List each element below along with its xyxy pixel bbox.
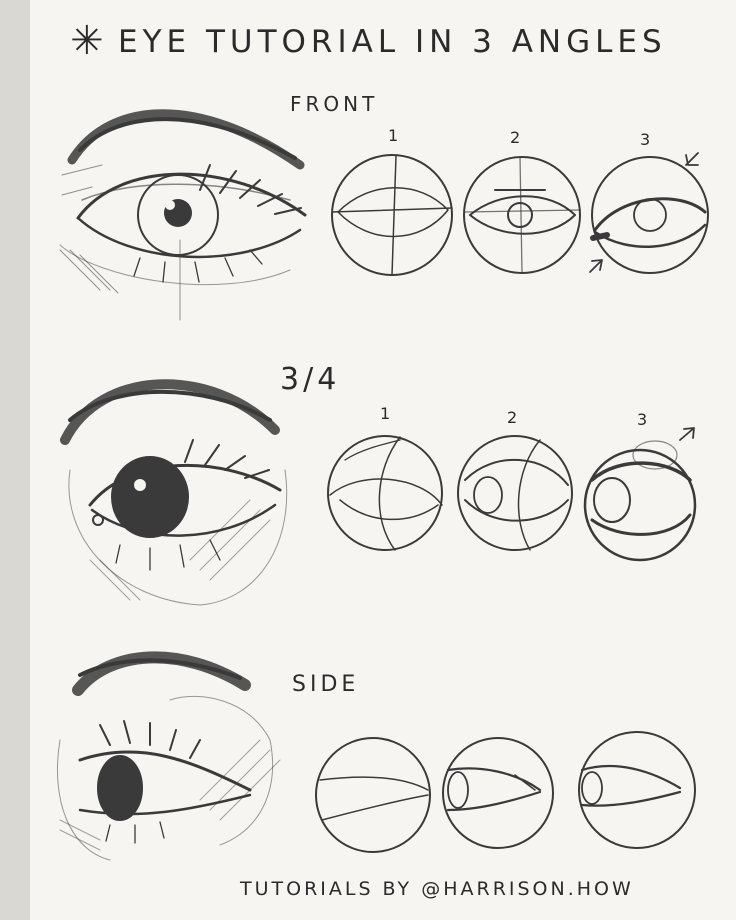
side-step-2 [442, 737, 554, 849]
front-step-2 [463, 156, 581, 274]
front-step-3-number: 3 [640, 130, 651, 149]
three-quarter-step-2-number: 2 [507, 408, 518, 427]
three-quarter-step-3-number: 3 [637, 410, 648, 429]
front-section-label: FRONT [290, 92, 379, 116]
three-quarter-step-1-number: 1 [380, 404, 391, 423]
three-quarter-section-label: 3/4 [280, 362, 341, 397]
side-step-1 [315, 737, 431, 853]
three-quarter-eye-drawing [60, 379, 288, 606]
front-step-1-number: 1 [388, 126, 399, 145]
three-quarter-iris [111, 456, 189, 538]
side-iris [97, 755, 143, 821]
three-quarter-step-3 [583, 427, 697, 562]
front-step-2-number: 2 [510, 128, 521, 147]
side-eye-drawing [56, 651, 281, 861]
front-step-3 [589, 152, 709, 274]
front-step-1 [331, 154, 453, 276]
side-section-label: SIDE [292, 672, 360, 697]
front-eye-drawing [59, 109, 307, 321]
page-title: EYE TUTORIAL IN 3 ANGLES [118, 24, 667, 60]
front-iris [137, 174, 219, 256]
three-quarter-step-1 [327, 435, 443, 551]
side-step-3 [578, 731, 696, 849]
asterisk-icon: ✳ [70, 18, 107, 64]
paper-edge-shadow [0, 0, 30, 920]
three-quarter-step-2 [457, 435, 573, 551]
credit-line: TUTORIALS BY @HARRISON.HOW [240, 878, 634, 900]
